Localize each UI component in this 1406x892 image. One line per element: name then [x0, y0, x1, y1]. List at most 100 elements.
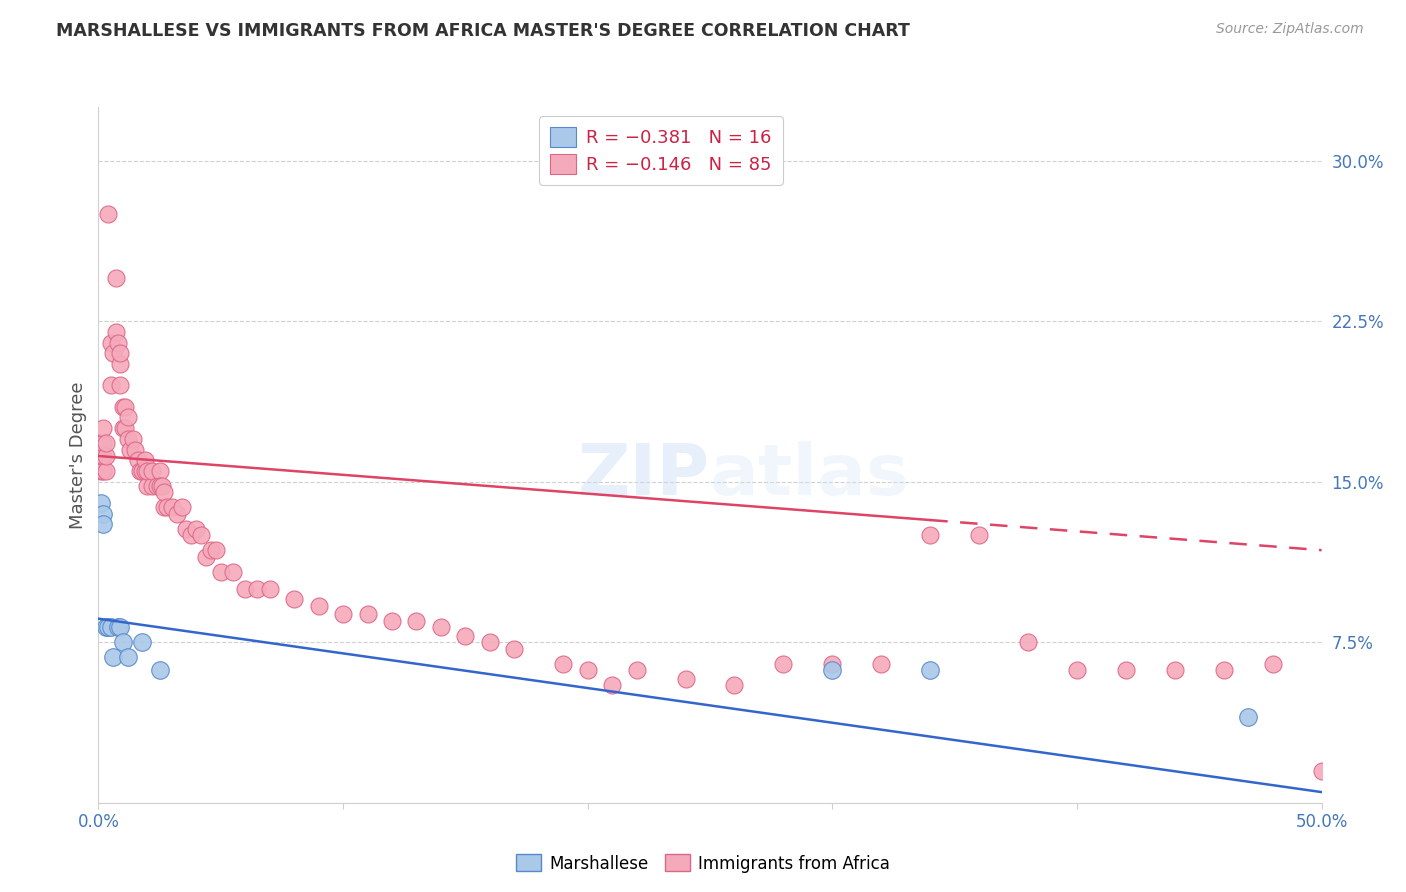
Point [1261, 657, 1284, 671]
Point [723, 678, 745, 692]
Point [91, 449, 114, 463]
Point [332, 607, 354, 622]
Point [107, 620, 129, 634]
Point [94, 464, 117, 478]
Point [150, 479, 173, 493]
Point [110, 378, 132, 392]
Point [114, 400, 136, 414]
Point [107, 335, 129, 350]
Text: ZIP: ZIP [578, 442, 710, 510]
Point [91, 464, 114, 478]
Point [117, 650, 139, 665]
Point [222, 565, 245, 579]
Point [100, 378, 122, 392]
Point [97, 620, 120, 634]
Text: atlas: atlas [710, 442, 910, 510]
Point [967, 528, 990, 542]
Point [405, 614, 427, 628]
Point [110, 620, 132, 634]
Point [626, 663, 648, 677]
Point [131, 635, 153, 649]
Point [600, 678, 623, 692]
Point [100, 620, 122, 634]
Point [356, 607, 378, 622]
Point [91, 421, 114, 435]
Point [170, 500, 193, 515]
Point [104, 325, 127, 339]
Point [1115, 663, 1137, 677]
Point [576, 663, 599, 677]
Point [101, 346, 124, 360]
Y-axis label: Master's Degree: Master's Degree [69, 381, 87, 529]
Point [308, 599, 330, 613]
Point [149, 663, 172, 677]
Point [1017, 635, 1039, 649]
Point [176, 522, 198, 536]
Point [90, 464, 112, 478]
Point [136, 479, 159, 493]
Point [117, 432, 139, 446]
Point [134, 453, 156, 467]
Point [94, 449, 117, 463]
Point [149, 479, 172, 493]
Point [134, 464, 156, 478]
Point [90, 449, 112, 463]
Point [454, 629, 477, 643]
Point [156, 500, 179, 515]
Point [259, 582, 281, 596]
Point [136, 464, 159, 478]
Point [246, 582, 269, 596]
Point [104, 271, 127, 285]
Point [190, 528, 212, 542]
Point [97, 207, 120, 221]
Point [114, 421, 136, 435]
Legend: Marshallese, Immigrants from Africa: Marshallese, Immigrants from Africa [509, 847, 897, 880]
Point [149, 464, 172, 478]
Point [821, 663, 844, 677]
Point [153, 485, 176, 500]
Point [430, 620, 453, 634]
Point [186, 522, 208, 536]
Point [1310, 764, 1333, 778]
Point [920, 528, 942, 542]
Point [110, 357, 132, 371]
Point [166, 507, 188, 521]
Point [100, 335, 122, 350]
Point [141, 479, 163, 493]
Point [160, 500, 183, 515]
Point [1066, 663, 1088, 677]
Point [129, 464, 152, 478]
Point [200, 543, 222, 558]
Point [101, 650, 124, 665]
Point [205, 543, 228, 558]
Point [131, 464, 153, 478]
Point [141, 464, 163, 478]
Point [91, 507, 114, 521]
Point [111, 421, 134, 435]
Point [503, 641, 526, 656]
Point [117, 410, 139, 425]
Text: MARSHALLESE VS IMMIGRANTS FROM AFRICA MASTER'S DEGREE CORRELATION CHART: MARSHALLESE VS IMMIGRANTS FROM AFRICA MA… [56, 22, 910, 40]
Point [772, 657, 794, 671]
Point [111, 400, 134, 414]
Point [110, 346, 132, 360]
Point [283, 592, 305, 607]
Point [146, 479, 169, 493]
Point [180, 528, 202, 542]
Point [821, 657, 844, 671]
Point [94, 436, 117, 450]
Point [153, 500, 176, 515]
Point [870, 657, 893, 671]
Point [1164, 663, 1187, 677]
Point [195, 549, 218, 564]
Text: Source: ZipAtlas.com: Source: ZipAtlas.com [1216, 22, 1364, 37]
Point [121, 432, 143, 446]
Point [111, 635, 134, 649]
Point [381, 614, 404, 628]
Point [90, 496, 112, 510]
Point [124, 442, 146, 457]
Point [478, 635, 501, 649]
Point [120, 442, 142, 457]
Point [1237, 710, 1260, 724]
Point [127, 453, 149, 467]
